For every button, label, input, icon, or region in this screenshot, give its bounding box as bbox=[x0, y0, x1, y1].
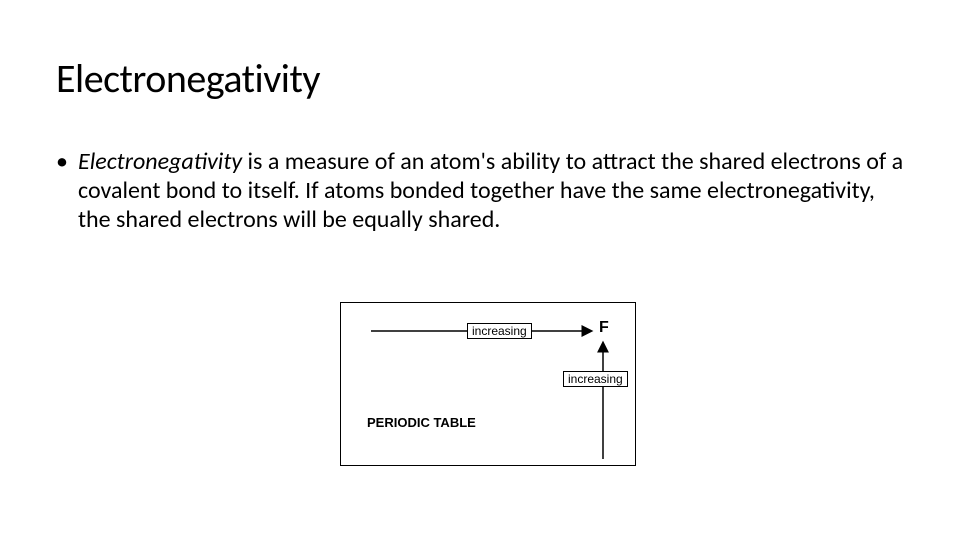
bullet-text: Electronegativity is a measure of an ato… bbox=[78, 148, 906, 234]
bullet-item: • Electronegativity is a measure of an a… bbox=[56, 148, 906, 234]
horizontal-arrow-label: increasing bbox=[467, 323, 532, 339]
element-symbol: F bbox=[599, 319, 609, 337]
vertical-arrow-label: increasing bbox=[563, 371, 628, 387]
periodic-table-label: PERIODIC TABLE bbox=[367, 415, 476, 430]
page-title: Electronegativity bbox=[56, 54, 320, 103]
periodic-table-diagram: increasing F increasing PERIODIC TABLE bbox=[340, 302, 636, 466]
term: Electronegativity bbox=[78, 147, 242, 176]
bullet-marker: • bbox=[56, 148, 68, 177]
